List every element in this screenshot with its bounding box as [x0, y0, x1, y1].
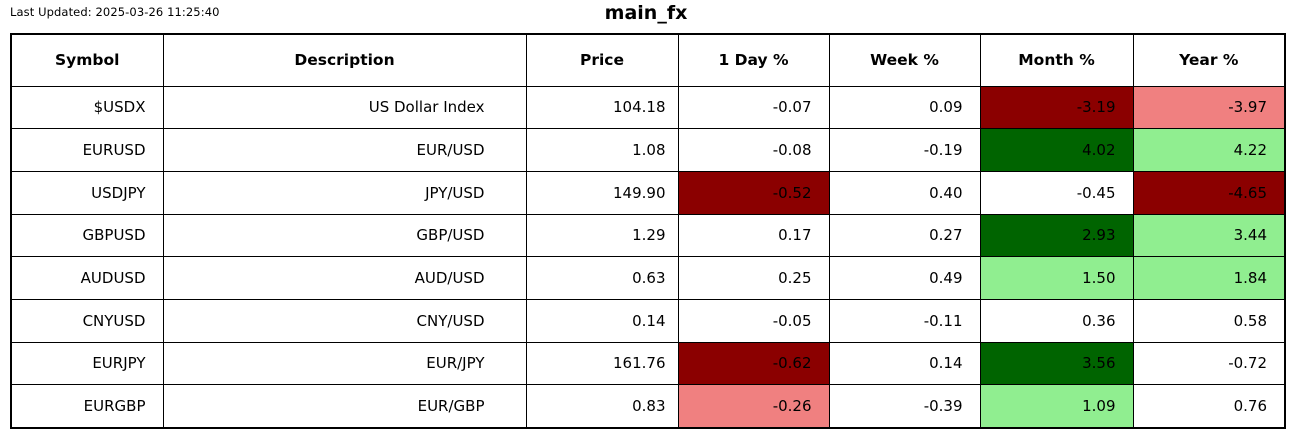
- cell-year-pct: -3.97: [1132, 85, 1286, 130]
- cell-year-pct: 3.44: [1132, 213, 1286, 258]
- cell-month-pct: -0.45: [979, 170, 1134, 215]
- cell-week-pct: -0.11: [828, 298, 981, 343]
- cell-symbol: USDJPY: [10, 170, 164, 215]
- column-header-symbol: Symbol: [10, 33, 164, 87]
- cell-price: 149.90: [525, 170, 679, 215]
- cell-day-pct: -0.07: [677, 85, 830, 130]
- fx-table-header: Symbol Description Price 1 Day % Week % …: [10, 33, 1286, 87]
- cell-description: EUR/JPY: [162, 341, 527, 386]
- cell-week-pct: 0.09: [828, 85, 981, 130]
- cell-price: 0.14: [525, 298, 679, 343]
- cell-day-pct: 0.25: [677, 256, 830, 300]
- cell-description: AUD/USD: [162, 256, 527, 300]
- column-header-description: Description: [162, 33, 527, 87]
- fx-table: Symbol Description Price 1 Day % Week % …: [10, 33, 1286, 429]
- cell-price: 161.76: [525, 341, 679, 386]
- table-row: CNYUSD CNY/USD 0.14 -0.05 -0.11 0.36 0.58: [10, 298, 1286, 343]
- column-header-month-pct: Month %: [979, 33, 1134, 87]
- column-header-week-pct: Week %: [828, 33, 981, 87]
- cell-symbol: EURUSD: [10, 128, 164, 172]
- cell-week-pct: -0.39: [828, 384, 981, 428]
- table-row: GBPUSD GBP/USD 1.29 0.17 0.27 2.93 3.44: [10, 213, 1286, 258]
- fx-table-body: $USDX US Dollar Index 104.18 -0.07 0.09 -3.19…: [10, 85, 1286, 428]
- column-header-day-pct: 1 Day %: [677, 33, 830, 87]
- cell-year-pct: 0.58: [1132, 298, 1286, 343]
- column-header-price: Price: [525, 33, 679, 87]
- cell-day-pct: -0.52: [677, 170, 830, 215]
- cell-year-pct: -4.65: [1132, 170, 1286, 215]
- cell-price: 104.18: [525, 85, 679, 130]
- cell-week-pct: 0.27: [828, 213, 981, 258]
- cell-day-pct: -0.08: [677, 128, 830, 172]
- cell-month-pct: 1.50: [979, 256, 1134, 300]
- cell-day-pct: -0.05: [677, 298, 830, 343]
- cell-description: GBP/USD: [162, 213, 527, 258]
- cell-week-pct: 0.49: [828, 256, 981, 300]
- cell-price: 1.29: [525, 213, 679, 258]
- cell-month-pct: 0.36: [979, 298, 1134, 343]
- header-row: Symbol Description Price 1 Day % Week % …: [10, 33, 1286, 87]
- table-row: USDJPY JPY/USD 149.90 -0.52 0.40 -0.45 -4.65: [10, 170, 1286, 215]
- cell-price: 1.08: [525, 128, 679, 172]
- table-row: EURGBP EUR/GBP 0.83 -0.26 -0.39 1.09 0.76: [10, 384, 1286, 428]
- cell-month-pct: -3.19: [979, 85, 1134, 130]
- cell-week-pct: 0.40: [828, 170, 981, 215]
- cell-description: EUR/USD: [162, 128, 527, 172]
- cell-description: US Dollar Index: [162, 85, 527, 130]
- cell-month-pct: 2.93: [979, 213, 1134, 258]
- page-title: main_fx: [604, 2, 688, 24]
- cell-month-pct: 3.56: [979, 341, 1134, 386]
- table-row: AUDUSD AUD/USD 0.63 0.25 0.49 1.50 1.84: [10, 256, 1286, 300]
- last-updated-label: Last Updated: 2025-03-26 11:25:40: [10, 5, 220, 19]
- cell-description: CNY/USD: [162, 298, 527, 343]
- cell-day-pct: -0.26: [677, 384, 830, 428]
- cell-symbol: GBPUSD: [10, 213, 164, 258]
- cell-symbol: EURJPY: [10, 341, 164, 386]
- cell-symbol: $USDX: [10, 85, 164, 130]
- cell-price: 0.83: [525, 384, 679, 428]
- cell-month-pct: 4.02: [979, 128, 1134, 172]
- cell-description: JPY/USD: [162, 170, 527, 215]
- cell-year-pct: 1.84: [1132, 256, 1286, 300]
- cell-year-pct: 4.22: [1132, 128, 1286, 172]
- cell-week-pct: -0.19: [828, 128, 981, 172]
- table-row: $USDX US Dollar Index 104.18 -0.07 0.09 -3.19…: [10, 85, 1286, 130]
- cell-price: 0.63: [525, 256, 679, 300]
- cell-year-pct: -0.72: [1132, 341, 1286, 386]
- column-header-year-pct: Year %: [1132, 33, 1286, 87]
- cell-week-pct: 0.14: [828, 341, 981, 386]
- cell-day-pct: 0.17: [677, 213, 830, 258]
- cell-description: EUR/GBP: [162, 384, 527, 428]
- cell-year-pct: 0.76: [1132, 384, 1286, 428]
- table-row: EURUSD EUR/USD 1.08 -0.08 -0.19 4.02 4.22: [10, 128, 1286, 172]
- cell-month-pct: 1.09: [979, 384, 1134, 428]
- cell-symbol: EURGBP: [10, 384, 164, 428]
- cell-symbol: AUDUSD: [10, 256, 164, 300]
- table-row: EURJPY EUR/JPY 161.76 -0.62 0.14 3.56 -0.72: [10, 341, 1286, 386]
- cell-day-pct: -0.62: [677, 341, 830, 386]
- cell-symbol: CNYUSD: [10, 298, 164, 343]
